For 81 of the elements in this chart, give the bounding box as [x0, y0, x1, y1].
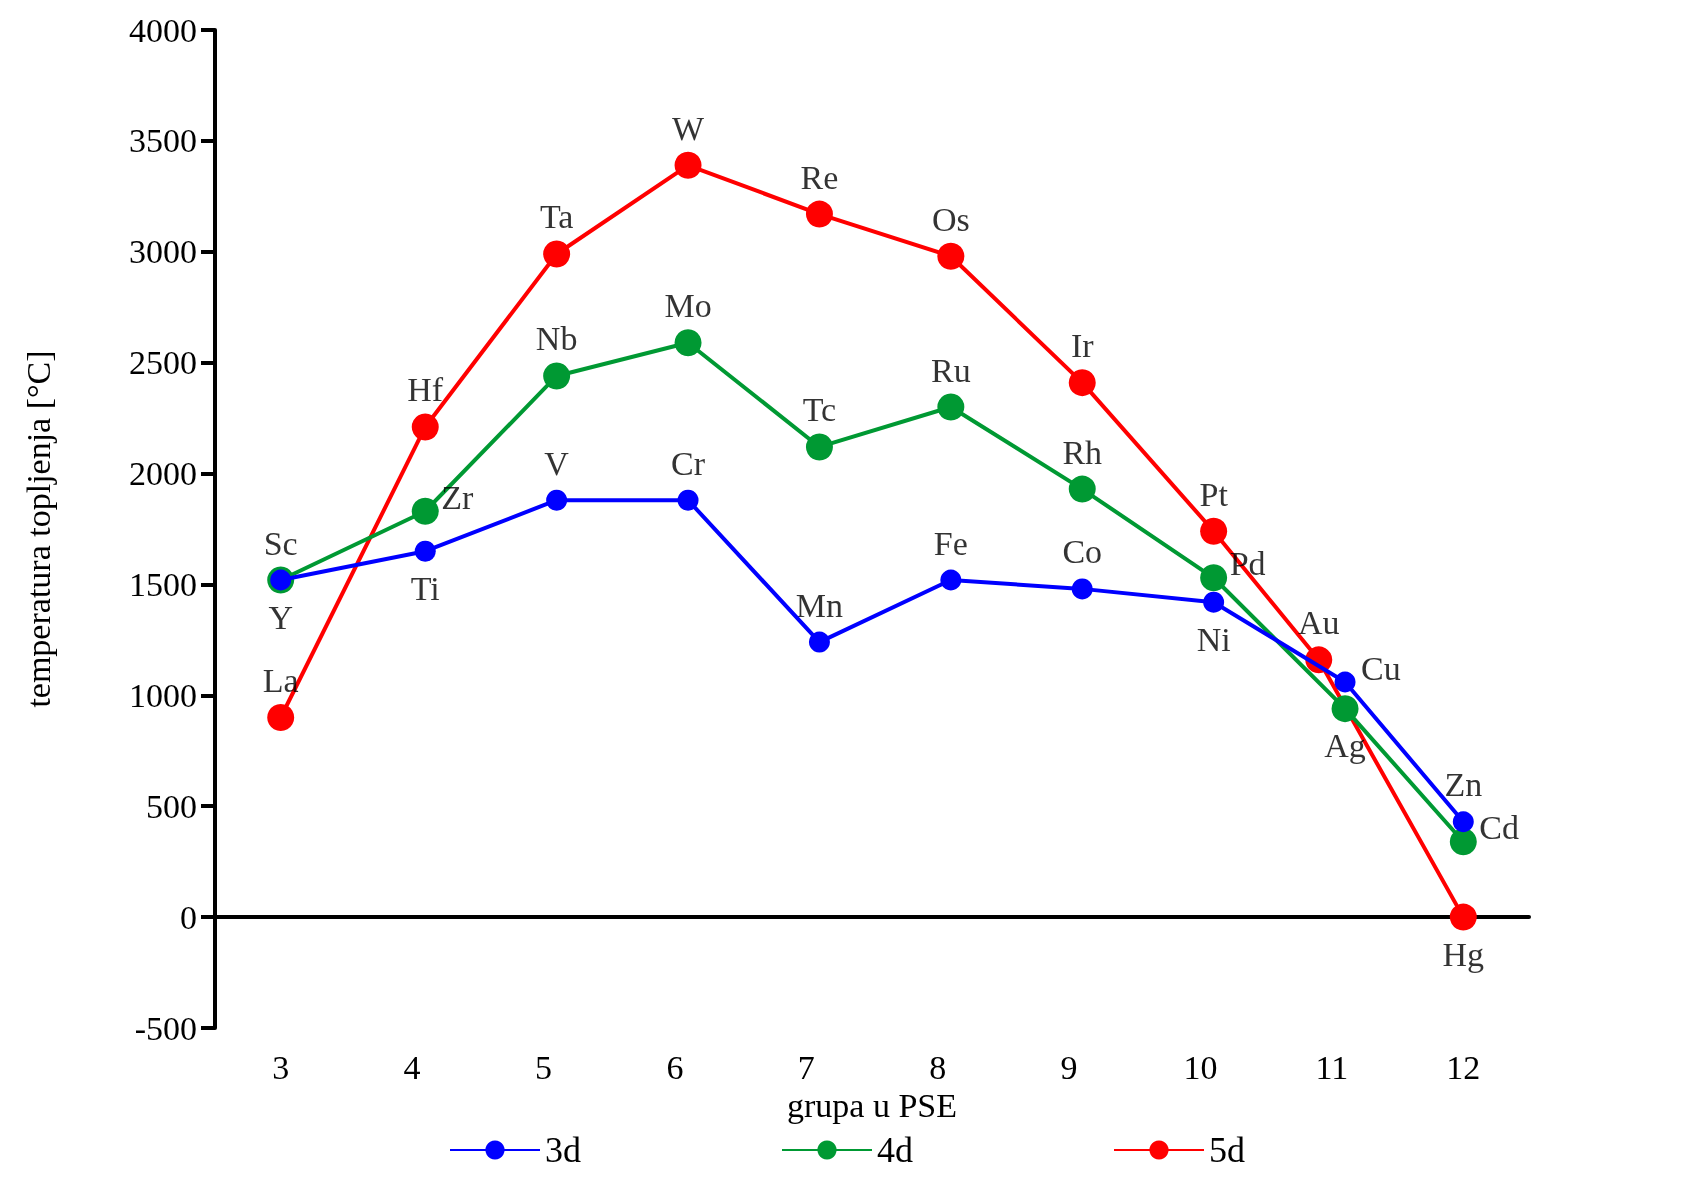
y-tick-label: 0 [180, 898, 197, 936]
y-tick-label: 2500 [129, 344, 197, 382]
annotation: Rh [1062, 433, 1103, 471]
legend-label: 4d [877, 1130, 913, 1170]
y-tick-label: 1000 [129, 676, 197, 714]
annotation: Hf [407, 371, 444, 409]
x-tick-label: 4 [403, 1048, 421, 1086]
point [1331, 695, 1359, 723]
point [411, 413, 439, 441]
annotation: Nb [535, 320, 578, 358]
annotation: Au [1297, 604, 1340, 642]
annotation: Ni [1196, 620, 1231, 658]
annotation: Cd [1479, 809, 1519, 847]
annotation: La [262, 662, 299, 700]
annotation: Sc [263, 524, 298, 562]
y-tick-label: 1500 [129, 565, 197, 603]
y-axis-title: temperatura topljenja [°C] [19, 350, 57, 708]
annotation: Hg [1442, 935, 1485, 973]
point [674, 329, 702, 357]
point [1068, 475, 1096, 503]
x-tick-label: 11 [1315, 1048, 1349, 1086]
annotation: Zn [1444, 766, 1483, 804]
annotation: Ta [539, 198, 574, 236]
x-tick-label: 12 [1446, 1048, 1481, 1086]
point [546, 489, 568, 511]
x-tick-label: 5 [535, 1048, 552, 1086]
annotation: Co [1062, 533, 1103, 571]
annotation: Mo [664, 287, 712, 325]
annotation: Ir [1070, 327, 1095, 365]
y-tick-label: 4000 [129, 11, 197, 49]
annotation: Mn [795, 586, 844, 624]
y-tick-label: -500 [134, 1009, 197, 1047]
annotation: Cr [671, 444, 706, 482]
point [805, 200, 833, 228]
legend-label: 5d [1209, 1130, 1245, 1170]
point [543, 362, 571, 390]
x-tick-label: 8 [929, 1048, 947, 1086]
point [1452, 811, 1474, 833]
annotation: Y [268, 598, 293, 636]
annotation: Cu [1361, 649, 1401, 687]
point [805, 433, 833, 461]
x-axis-title: grupa u PSE [787, 1087, 957, 1125]
point [1071, 578, 1093, 600]
point [267, 704, 295, 731]
point [1334, 671, 1356, 693]
annotation: Fe [933, 524, 968, 562]
annotation: Re [800, 158, 839, 196]
x-tick-label: 9 [1060, 1048, 1078, 1086]
point [1200, 564, 1228, 592]
point [414, 540, 436, 562]
x-tick-label: 10 [1183, 1048, 1218, 1086]
point [677, 489, 699, 511]
y-tick-label: 500 [146, 787, 197, 825]
point [937, 242, 965, 270]
point [1203, 591, 1225, 613]
y-tick-label: 2000 [129, 455, 197, 493]
point [411, 497, 439, 525]
point [940, 569, 962, 591]
y-tick-label: 3000 [129, 233, 197, 271]
point [674, 151, 702, 179]
point [1449, 828, 1477, 856]
point [937, 393, 965, 421]
annotation: Ru [931, 351, 971, 389]
annotation: Ti [410, 569, 440, 607]
annotation: Pt [1199, 475, 1229, 513]
legend-label: 3d [545, 1130, 581, 1170]
point [543, 240, 571, 268]
y-tick-label: 3500 [129, 122, 197, 160]
point [808, 631, 830, 653]
annotation: V [544, 444, 570, 482]
annotation: W [671, 109, 705, 147]
x-tick-label: 3 [272, 1048, 290, 1086]
annotation: Tc [802, 391, 837, 429]
annotation: Ag [1324, 727, 1366, 765]
point [1200, 517, 1228, 545]
annotation: Zr [441, 478, 475, 516]
x-tick-label: 6 [666, 1048, 684, 1086]
point [1068, 369, 1096, 397]
point [1449, 903, 1477, 931]
annotation: Os [931, 200, 970, 238]
x-tick-label: 7 [797, 1048, 815, 1086]
